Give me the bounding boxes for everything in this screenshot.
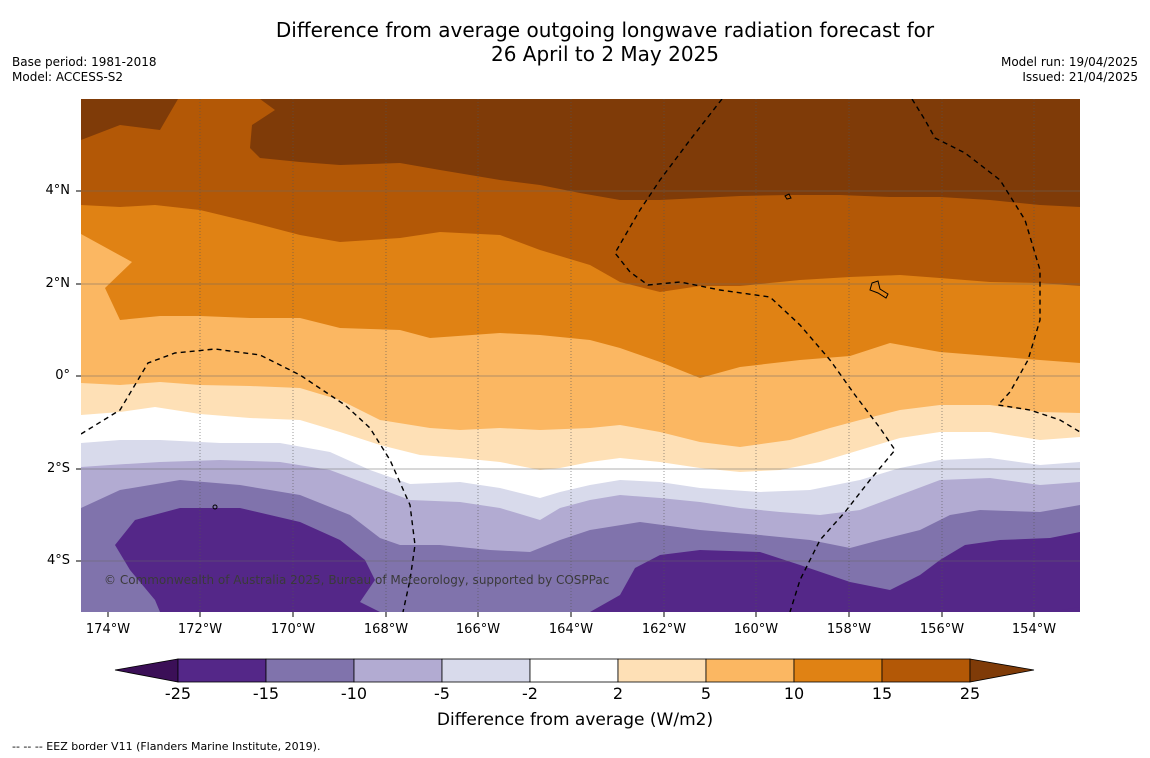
- copyright-notice: © Commonwealth of Australia 2025, Bureau…: [104, 573, 610, 587]
- colorbar-tick: -25: [164, 684, 192, 703]
- base-period-text: Base period: 1981-2018: [12, 55, 157, 69]
- title-line-2: 26 April to 2 May 2025: [491, 42, 719, 66]
- title-line-1: Difference from average outgoing longwav…: [275, 18, 935, 42]
- band-above-25: [81, 99, 1080, 207]
- meta-right: Model run: 19/04/2025 Issued: 21/04/2025: [1001, 55, 1138, 85]
- lon-label-166w: 166°W: [455, 622, 501, 637]
- colorbar-label: Difference from average (W/m2): [436, 710, 714, 730]
- model-run-text: Model run: 19/04/2025: [1000, 55, 1138, 69]
- eez-borders: [81, 99, 1080, 612]
- eez-footnote: -- -- -- EEZ border V11 (Flanders Marine…: [12, 740, 321, 753]
- colorbar-swatch-n5-n2: [441, 658, 531, 683]
- colorbar-swatch-n15-n10: [265, 658, 355, 683]
- lat-label-0: 0°: [55, 368, 70, 383]
- lon-label-164w: 164°W: [548, 622, 594, 637]
- anomaly-field: [81, 99, 1080, 612]
- lon-label-170w: 170°W: [270, 622, 316, 637]
- colorbar-tick: 10: [783, 684, 805, 703]
- island-outlines: [212, 193, 889, 510]
- colorbar-extend-low: [114, 658, 179, 683]
- lon-label-168w: 168°W: [363, 622, 409, 637]
- colorbar-swatch-n25-n15: [177, 658, 267, 683]
- meta-left: Base period: 1981-2018 Model: ACCESS-S2: [12, 55, 157, 85]
- lon-label-154w: 154°W: [1011, 622, 1057, 637]
- lon-label-160w: 160°W: [733, 622, 779, 637]
- issued-text: Issued: 21/04/2025: [1022, 70, 1138, 84]
- model-text: Model: ACCESS-S2: [12, 70, 124, 84]
- lon-label-158w: 158°W: [826, 622, 872, 637]
- map-title: Difference from average outgoing longwav…: [230, 18, 980, 66]
- colorbar-tick: 25: [959, 684, 981, 703]
- latitude-lines: [81, 190, 1080, 562]
- colorbar-swatch-p2-p5: [617, 658, 707, 683]
- lat-label-4n: 4°N: [45, 183, 71, 198]
- colorbar-tick: -15: [252, 684, 280, 703]
- lon-ticks: [107, 612, 1035, 617]
- lon-label-156w: 156°W: [919, 622, 965, 637]
- lon-label-172w: 172°W: [177, 622, 223, 637]
- colorbar-tick: 15: [871, 684, 893, 703]
- colorbar-swatch-n2-p2: [529, 658, 619, 683]
- lon-label-174w: 174°W: [85, 622, 131, 637]
- colorbar-swatch-p10-p15: [793, 658, 883, 683]
- colorbar-tick: 2: [612, 684, 624, 703]
- lat-label-4s: 4°S: [46, 553, 70, 568]
- colorbar-swatch-p15-p25: [881, 658, 971, 683]
- lat-label-2n: 2°N: [45, 276, 71, 291]
- colorbar-tick: -5: [434, 684, 450, 703]
- colorbar-extend-high: [969, 658, 1035, 683]
- colorbar-tick: -10: [340, 684, 368, 703]
- lon-label-162w: 162°W: [641, 622, 687, 637]
- colorbar-swatch-n10-n5: [353, 658, 443, 683]
- lat-ticks: [76, 190, 81, 562]
- colorbar: [114, 658, 1035, 683]
- band-purple-patch-east: [1050, 607, 1080, 612]
- colorbar-tick: 5: [700, 684, 712, 703]
- colorbar-tick: -2: [522, 684, 538, 703]
- lat-label-2s: 2°S: [46, 461, 70, 476]
- colorbar-swatch-p5-p10: [705, 658, 795, 683]
